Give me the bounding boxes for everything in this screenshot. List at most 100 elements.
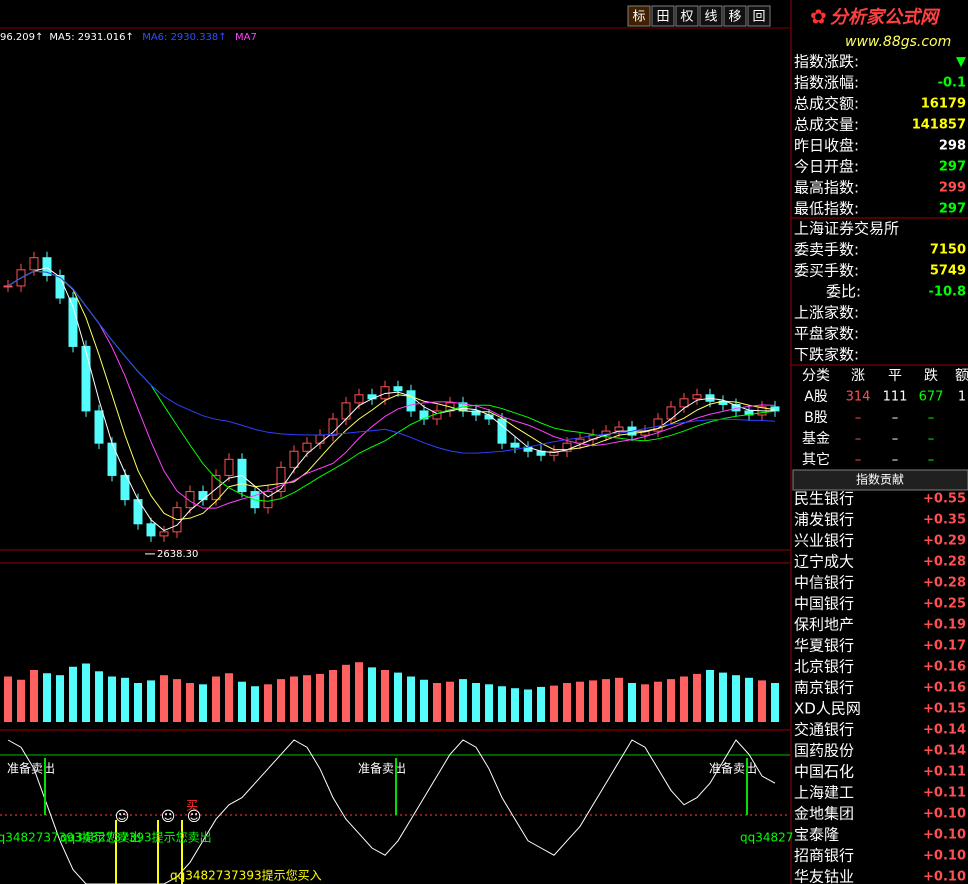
stat-value: +0.17 bbox=[923, 639, 966, 654]
volume-bar bbox=[43, 673, 51, 722]
volume-bar bbox=[693, 673, 701, 722]
candle bbox=[185, 491, 195, 509]
stat-label: 中国银行 bbox=[794, 595, 854, 613]
contribution-button-label[interactable]: 指数贡献 bbox=[856, 472, 904, 487]
ma-line bbox=[7, 267, 775, 532]
candle bbox=[354, 394, 364, 404]
toolbar-button[interactable] bbox=[675, 5, 699, 27]
stat-label: 华友钴业 bbox=[794, 868, 854, 884]
stat-value: +0.25 bbox=[923, 597, 966, 612]
ma-legend: MA6: 2930.338↑ bbox=[142, 32, 226, 43]
stat-value: +0.16 bbox=[923, 681, 966, 696]
volume-bar bbox=[602, 679, 610, 722]
stat-value: +0.35 bbox=[923, 513, 966, 528]
volume-bar bbox=[433, 683, 441, 722]
stat-value: +0.14 bbox=[923, 723, 966, 738]
toolbar-label[interactable]: 移 bbox=[728, 10, 741, 25]
stat-label: 下跌家数: bbox=[794, 346, 859, 364]
stat-label: 中信银行 bbox=[794, 574, 854, 592]
low-label: 2638.30 bbox=[157, 549, 198, 560]
sell-msg: qq3482737393提示您卖出 bbox=[60, 830, 212, 845]
stat-label: 指数涨幅: bbox=[794, 74, 859, 92]
volume-bar bbox=[615, 677, 623, 722]
table-header: 平 bbox=[888, 368, 902, 384]
candle bbox=[68, 297, 78, 347]
candle bbox=[406, 390, 416, 412]
stat-label: 金地集团 bbox=[794, 805, 854, 823]
stat-label: 委买手数: bbox=[794, 262, 859, 280]
stat-label: 上涨家数: bbox=[794, 304, 859, 322]
stat-value: ▼ bbox=[956, 55, 966, 70]
logo-name: 分析家公式网 bbox=[830, 7, 941, 28]
stat-value: +0.55 bbox=[923, 492, 966, 507]
volume-bar bbox=[628, 683, 636, 722]
volume-bar bbox=[95, 671, 103, 722]
volume-bar bbox=[719, 672, 727, 722]
volume-bar bbox=[160, 675, 168, 722]
volume-bar bbox=[82, 663, 90, 722]
ma-line bbox=[7, 270, 776, 521]
candle bbox=[289, 450, 299, 468]
volume-bar bbox=[368, 667, 376, 722]
toolbar-button[interactable] bbox=[747, 5, 771, 27]
candle bbox=[81, 345, 91, 412]
volume-bar bbox=[186, 683, 194, 722]
table-cell: – bbox=[892, 432, 899, 447]
stat-value: +0.29 bbox=[923, 534, 966, 549]
stat-value: +0.15 bbox=[923, 702, 966, 717]
table-cell: – bbox=[855, 453, 862, 468]
stat-value: +0.19 bbox=[923, 618, 966, 633]
candle bbox=[198, 491, 208, 501]
candle bbox=[120, 474, 130, 501]
candle bbox=[367, 394, 377, 400]
stat-label: 辽宁成大 bbox=[794, 553, 854, 571]
table-cell: 1 bbox=[958, 390, 966, 405]
stat-label: 兴业银行 bbox=[794, 532, 854, 550]
stat-label: 招商银行 bbox=[794, 847, 854, 865]
candle bbox=[419, 410, 429, 420]
buy-mark: 买 bbox=[186, 799, 198, 813]
stat-value: 298 bbox=[939, 139, 966, 154]
toolbar-button[interactable] bbox=[723, 5, 747, 27]
stat-value: +0.11 bbox=[923, 765, 966, 780]
volume-bar bbox=[30, 670, 38, 722]
toolbar-label[interactable]: 田 bbox=[656, 10, 669, 25]
stat-label: 华夏银行 bbox=[794, 637, 854, 655]
stat-label: 总成交量: bbox=[794, 116, 859, 134]
toolbar-button[interactable] bbox=[699, 5, 723, 27]
toolbar-label[interactable]: 权 bbox=[680, 9, 693, 25]
ma-legend: MA5: 2931.016↑ bbox=[49, 32, 133, 43]
volume-bar bbox=[420, 679, 428, 722]
toolbar-button[interactable] bbox=[651, 5, 675, 27]
contribution-button[interactable] bbox=[792, 469, 968, 491]
volume-bar bbox=[394, 672, 402, 722]
stat-value: +0.10 bbox=[923, 870, 966, 884]
toolbar-button[interactable] bbox=[627, 5, 651, 27]
toolbar-label[interactable]: 线 bbox=[704, 10, 717, 25]
candle bbox=[302, 442, 312, 452]
stat-label: 最低指数: bbox=[794, 200, 859, 218]
volume-bar bbox=[121, 677, 129, 722]
stat-label: 最高指数: bbox=[794, 179, 859, 197]
stat-value: 16179 bbox=[921, 97, 966, 112]
volume-bar bbox=[277, 679, 285, 722]
stat-value: 5749 bbox=[930, 264, 966, 279]
volume-bar bbox=[17, 679, 25, 722]
smile: ☺ bbox=[115, 809, 130, 825]
volume-bar bbox=[563, 683, 571, 722]
toolbar-label[interactable]: 标 bbox=[632, 10, 645, 25]
table-cell: 其它 bbox=[802, 451, 830, 468]
stat-value: +0.11 bbox=[923, 786, 966, 801]
volume-bar bbox=[745, 677, 753, 722]
table-header: 分类 bbox=[802, 368, 830, 384]
stat-label: 今日开盘: bbox=[794, 158, 859, 176]
volume-bar bbox=[537, 686, 545, 722]
candle bbox=[393, 386, 403, 392]
volume-bar bbox=[134, 683, 142, 722]
volume-bar bbox=[498, 686, 506, 722]
volume-bar bbox=[459, 679, 467, 722]
toolbar-label[interactable]: 回 bbox=[752, 10, 765, 25]
